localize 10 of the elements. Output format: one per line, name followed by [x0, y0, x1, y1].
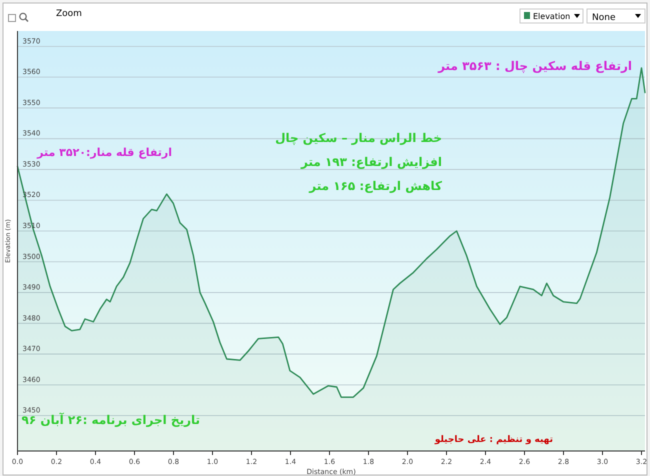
- text: Zoom: [56, 9, 82, 19]
- annotation: خط الراس منار – سکین چال: [275, 131, 442, 145]
- annotation: ارتفاع قله سکین چال : ۳۵۶۳ متر: [437, 59, 632, 73]
- legend-label: Elevation: [533, 12, 570, 21]
- annotation: تاریخ اجرای برنامه :۲۶ آبان ۹۶: [22, 412, 200, 427]
- text: None: [592, 13, 616, 23]
- annotation: تهیه و تنظیم : علی حاجیلو: [434, 435, 553, 445]
- annotation: ارتفاع قله منار:۳۵۲۰ متر: [36, 146, 172, 159]
- annotation: افزایش ارتفاع: ۱۹۳ متر: [300, 155, 442, 169]
- annotation: کاهش ارتفاع: ۱۶۵ متر: [308, 179, 442, 193]
